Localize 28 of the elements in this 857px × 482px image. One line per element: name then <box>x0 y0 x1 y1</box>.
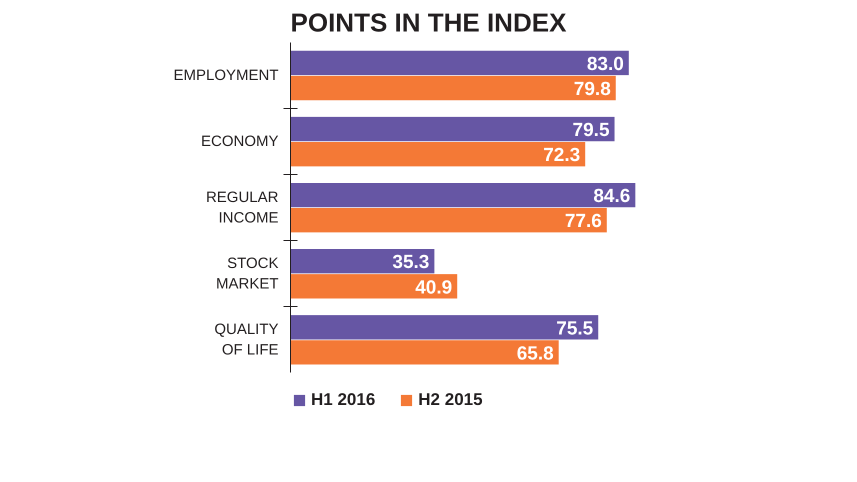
data-label: 79.8 <box>574 79 611 100</box>
y-tick-label: REGULAR INCOME <box>206 188 279 226</box>
data-label: 65.8 <box>516 343 554 364</box>
data-label: 40.9 <box>415 277 452 298</box>
data-label: 84.6 <box>593 186 630 208</box>
legend-label: H2 2015 <box>418 390 483 410</box>
y-tick-label: QUALITY OF LIFE <box>214 321 279 359</box>
y-tick-label: EMPLOYMENT <box>173 67 278 84</box>
bar <box>290 116 615 142</box>
bar <box>290 208 607 232</box>
bar <box>290 182 636 208</box>
y-tick-label: ECONOMY <box>200 133 279 150</box>
bar <box>290 315 598 340</box>
bar <box>290 50 629 76</box>
data-label: 83.0 <box>586 54 624 75</box>
bar <box>290 340 559 365</box>
bar <box>290 142 586 166</box>
y-tick-label: STOCK MARKET <box>216 255 279 292</box>
data-label: 75.5 <box>556 318 594 340</box>
data-label: 72.3 <box>543 145 580 166</box>
bar <box>290 274 458 298</box>
data-label: 77.6 <box>564 211 602 232</box>
legend-label: H1 2016 <box>311 390 376 410</box>
bar <box>290 249 434 274</box>
chart-title: POINTS IN THE INDEX <box>290 8 568 38</box>
bar <box>290 76 616 100</box>
data-label: 79.5 <box>572 120 610 142</box>
data-label: 35.3 <box>392 252 430 274</box>
